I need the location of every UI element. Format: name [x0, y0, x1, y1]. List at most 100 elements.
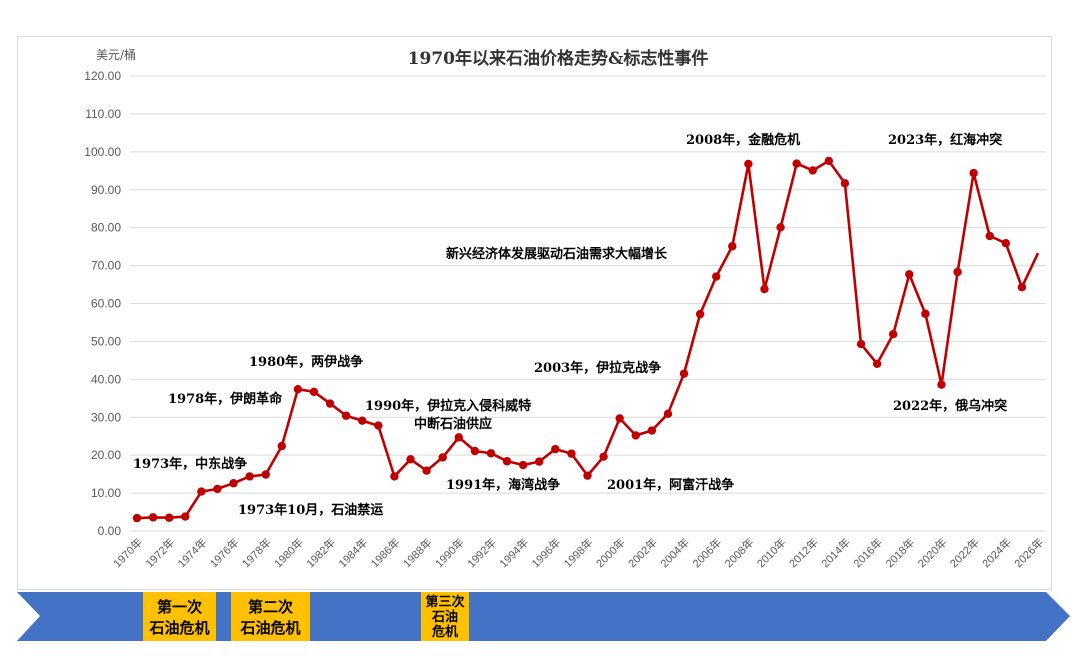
x-tick-label: 1982年: [303, 535, 338, 570]
x-tick-label: 2004年: [657, 535, 692, 570]
data-point: [358, 416, 367, 425]
data-point: [406, 455, 415, 464]
crisis-label: 石油危机: [148, 619, 209, 637]
data-point: [293, 384, 303, 394]
y-axis-ticks: 0.00 10.00 20.00 30.00 40.00 50.00 60.00 70.00 8…: [84, 69, 121, 538]
data-point: [712, 272, 721, 281]
y-tick-label: 120.00: [84, 69, 121, 83]
data-point: [888, 330, 898, 339]
x-tick-label: 2022年: [947, 535, 982, 570]
y-tick-label: 60.00: [91, 297, 121, 311]
crisis-box: [421, 592, 469, 641]
data-point: [856, 339, 866, 349]
annotations: 1973年，中东战争 1973年10月，石油禁运 1978年，伊朗革命 1980年，两…: [133, 132, 1007, 518]
data-point: [985, 231, 994, 241]
data-point: [728, 242, 737, 251]
crisis-label: 危机: [432, 624, 458, 640]
data-point: [744, 159, 753, 169]
data-point: [1001, 239, 1011, 248]
data-point: [567, 449, 576, 458]
data-point: [551, 444, 560, 454]
x-tick-label: 1992年: [464, 535, 499, 570]
data-point: [454, 433, 463, 442]
data-point: [905, 270, 914, 279]
grid: [130, 75, 1046, 532]
data-point: [197, 487, 206, 496]
crisis-label: 石油: [431, 609, 458, 625]
annotation: 中断石油供应: [414, 416, 492, 432]
data-point: [502, 457, 512, 466]
x-tick-label: 1984年: [335, 535, 370, 570]
crisis-label: 第二次: [248, 598, 293, 616]
data-point: [518, 460, 528, 470]
x-tick-label: 2014年: [818, 535, 853, 570]
data-point: [470, 446, 480, 456]
data-point: [229, 479, 238, 488]
annotation: 2001年，阿富汗战争: [607, 477, 734, 493]
x-tick-label: 1976年: [207, 535, 242, 570]
x-tick-label: 2010年: [754, 535, 789, 570]
data-point: [535, 457, 544, 466]
data-point: [953, 267, 962, 277]
data-point: [486, 449, 496, 458]
data-point: [647, 426, 657, 435]
data-point: [808, 166, 817, 175]
crisis-box: [143, 592, 216, 641]
x-tick-label: 1978年: [239, 535, 274, 570]
data-point: [374, 421, 383, 430]
x-tick-label: 1990年: [432, 535, 467, 570]
y-tick-label: 0.00: [98, 524, 122, 538]
y-axis-unit: 美元/桶: [96, 47, 136, 62]
x-tick-label: 2008年: [722, 535, 757, 570]
data-point: [438, 453, 447, 462]
data-point: [792, 159, 801, 168]
data-point: [583, 471, 592, 480]
data-point: [1017, 282, 1027, 292]
crisis-label: 石油危机: [239, 619, 300, 637]
y-tick-label: 70.00: [91, 259, 121, 273]
data-point: [776, 223, 785, 232]
data-point: [969, 168, 978, 178]
data-point: [261, 470, 270, 479]
x-tick-label: 1996年: [528, 535, 563, 570]
annotation: 2023年，红海冲突: [888, 132, 1002, 148]
x-tick-label: 2018年: [882, 535, 917, 570]
data-point: [760, 284, 769, 294]
y-tick-label: 100.00: [84, 145, 121, 159]
data-point: [937, 380, 946, 389]
annotation: 1990年，伊拉克入侵科威特: [365, 398, 531, 414]
chart-title: 1970年以来石油价格走势&标志性事件: [408, 48, 709, 69]
annotation: 1973年，中东战争: [133, 456, 247, 472]
x-tick-label: 1998年: [561, 535, 596, 570]
annotation: 1980年，两伊战争: [249, 354, 363, 370]
data-point: [390, 472, 399, 481]
data-point: [341, 411, 351, 420]
x-tick-label: 2026年: [1011, 535, 1046, 570]
x-tick-label: 1980年: [271, 535, 306, 570]
data-point: [599, 452, 608, 461]
series-line: [136, 159, 1040, 520]
x-tick-label: 1988年: [400, 535, 435, 570]
crisis-label: 第三次: [425, 594, 464, 610]
data-point: [872, 359, 882, 368]
data-point: [181, 512, 190, 521]
annotation: 2003年，伊拉克战争: [534, 360, 661, 376]
y-tick-label: 110.00: [85, 107, 121, 121]
data-point: [132, 513, 142, 523]
data-point: [325, 399, 335, 408]
data-point: [164, 513, 174, 522]
series-points: [132, 156, 1027, 523]
data-point: [921, 309, 930, 318]
data-point: [277, 441, 287, 451]
x-tick-label: 2002年: [625, 535, 660, 570]
data-point: [422, 466, 431, 475]
x-tick-label: 1986年: [368, 535, 403, 570]
crisis-label: 第一次: [157, 598, 202, 616]
y-tick-label: 20.00: [91, 448, 121, 462]
data-point: [213, 484, 222, 494]
y-tick-label: 40.00: [91, 372, 121, 386]
data-point: [615, 414, 624, 423]
x-tick-label: 1970年: [110, 535, 145, 570]
annotation: 1973年10月，石油禁运: [238, 502, 383, 518]
